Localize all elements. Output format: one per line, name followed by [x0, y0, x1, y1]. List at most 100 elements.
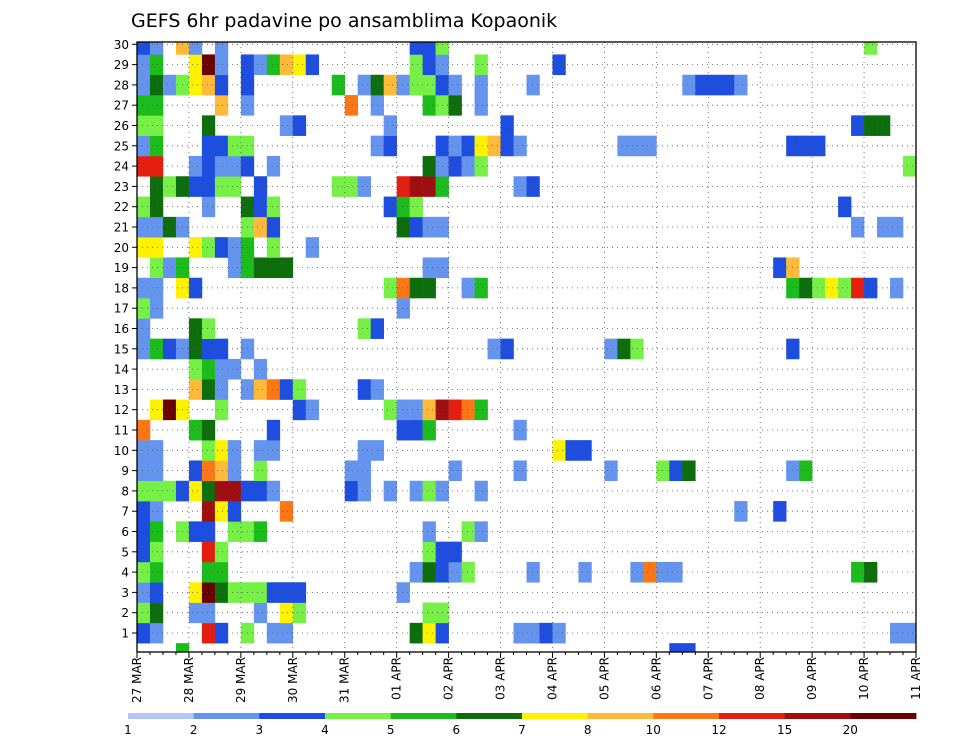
- heatmap-cell: [149, 54, 164, 76]
- colorbar-tick-label: 1: [124, 723, 132, 737]
- heatmap-cell: [149, 622, 164, 644]
- heatmap-cell: [149, 399, 164, 421]
- heatmap-cell: [214, 74, 229, 96]
- heatmap-cell: [201, 338, 216, 360]
- heatmap-cell: [422, 399, 436, 421]
- y-tick-label: 10: [114, 444, 129, 458]
- heatmap-cell: [669, 460, 683, 482]
- heatmap-cell: [877, 115, 891, 136]
- heatmap-cell: [214, 440, 229, 461]
- heatmap-cell: [448, 95, 462, 116]
- heatmap-cell: [552, 440, 566, 461]
- colorbar-tick-label: 8: [584, 723, 592, 737]
- colorbar-tick-label: 2: [190, 723, 198, 737]
- heatmap-cell: [422, 622, 436, 644]
- heatmap-cell: [682, 460, 696, 482]
- colorbar-swatch: [390, 713, 457, 719]
- heatmap-cell: [137, 237, 151, 258]
- heatmap-cell: [474, 480, 488, 502]
- heatmap-cell: [422, 521, 436, 542]
- heatmap-cell: [175, 643, 190, 653]
- x-tick-label: 28 MAR: [182, 657, 196, 703]
- heatmap-cell: [422, 257, 436, 279]
- heatmap-cell: [578, 440, 592, 461]
- heatmap-cell: [188, 419, 203, 441]
- colorbar-tick-label: 12: [711, 723, 726, 737]
- heatmap-cell: [188, 338, 203, 360]
- heatmap-cell: [266, 582, 281, 603]
- heatmap-cell: [461, 561, 475, 583]
- heatmap-cell: [149, 541, 164, 563]
- heatmap-cell: [708, 74, 722, 96]
- y-tick-label: 24: [114, 160, 129, 174]
- heatmap-cell: [604, 460, 618, 482]
- heatmap-cell: [162, 399, 177, 421]
- heatmap-cell: [890, 277, 904, 299]
- heatmap-cell: [474, 54, 488, 76]
- y-tick-label: 25: [114, 139, 129, 153]
- colorbar: 1 2 3 4 5 6 7 8 10 12 15 20: [124, 713, 917, 737]
- heatmap-cell: [604, 338, 618, 360]
- heatmap-cell: [461, 155, 475, 177]
- heatmap-cell: [227, 176, 242, 197]
- heatmap-cell: [149, 115, 164, 136]
- heatmap-cell: [227, 521, 242, 542]
- heatmap-cell: [227, 135, 242, 157]
- heatmap-cell: [461, 277, 475, 299]
- heatmap-cell: [253, 379, 268, 400]
- heatmap-cell: [253, 480, 268, 502]
- x-tick-label: 01 APR: [390, 657, 404, 700]
- chart-title: GEFS 6hr padavine po ansamblima Kopaonik: [131, 10, 557, 32]
- heatmap-cell: [149, 257, 164, 279]
- heatmap-cell: [188, 480, 203, 502]
- heatmap-cell: [344, 176, 359, 197]
- heatmap-cell: [201, 460, 216, 482]
- colorbar-swatch: [456, 713, 523, 719]
- heatmap-cell: [487, 338, 501, 360]
- y-tick-label: 1: [121, 627, 129, 641]
- x-tick-label: 27 MAR: [130, 657, 144, 703]
- heatmap-cell: [292, 399, 307, 421]
- heatmap-cell: [396, 419, 410, 441]
- heatmap-cell: [188, 155, 203, 177]
- heatmap-cell: [137, 622, 151, 644]
- heatmap-cell: [474, 399, 488, 421]
- heatmap-cell: [214, 176, 229, 197]
- heatmap-cell: [137, 155, 151, 177]
- heatmap-cell: [513, 176, 527, 197]
- colorbar-swatch: [850, 713, 917, 719]
- heatmap-cell: [137, 460, 151, 482]
- y-tick-label: 22: [114, 200, 129, 214]
- heatmap-cell: [357, 74, 371, 96]
- heatmap-cell: [799, 135, 813, 157]
- heatmap-cell: [279, 257, 294, 279]
- heatmap-cell: [201, 561, 216, 583]
- heatmap-cell: [253, 602, 268, 624]
- heatmap-cell: [162, 257, 177, 279]
- x-tick-label: 29 MAR: [234, 657, 248, 703]
- heatmap-cell: [253, 521, 268, 542]
- y-tick-label: 18: [114, 281, 129, 295]
- heatmap-cell: [396, 298, 410, 319]
- heatmap-cell: [396, 196, 410, 218]
- heatmap-cell: [890, 216, 904, 238]
- heatmap-cell: [409, 216, 423, 238]
- heatmap-cell: [137, 42, 151, 55]
- colorbar-swatch: [719, 713, 786, 719]
- heatmap-cell: [331, 74, 346, 96]
- heatmap-cell: [422, 602, 436, 624]
- y-tick-label: 8: [121, 484, 129, 498]
- y-tick-label: 28: [114, 78, 129, 92]
- heatmap-cell: [137, 95, 151, 116]
- x-tick-label: 09 APR: [805, 657, 819, 700]
- heatmap-cell: [448, 135, 462, 157]
- heatmap-cell: [214, 237, 229, 258]
- heatmap-cell: [448, 399, 462, 421]
- heatmap-cell: [266, 622, 281, 644]
- heatmap-cell: [201, 54, 216, 76]
- y-tick-label: 29: [114, 58, 129, 72]
- grid-lines: [137, 42, 916, 652]
- x-tick-label: 06 APR: [649, 657, 663, 700]
- heatmap-cell: [396, 582, 410, 603]
- heatmap-cell: [422, 155, 436, 177]
